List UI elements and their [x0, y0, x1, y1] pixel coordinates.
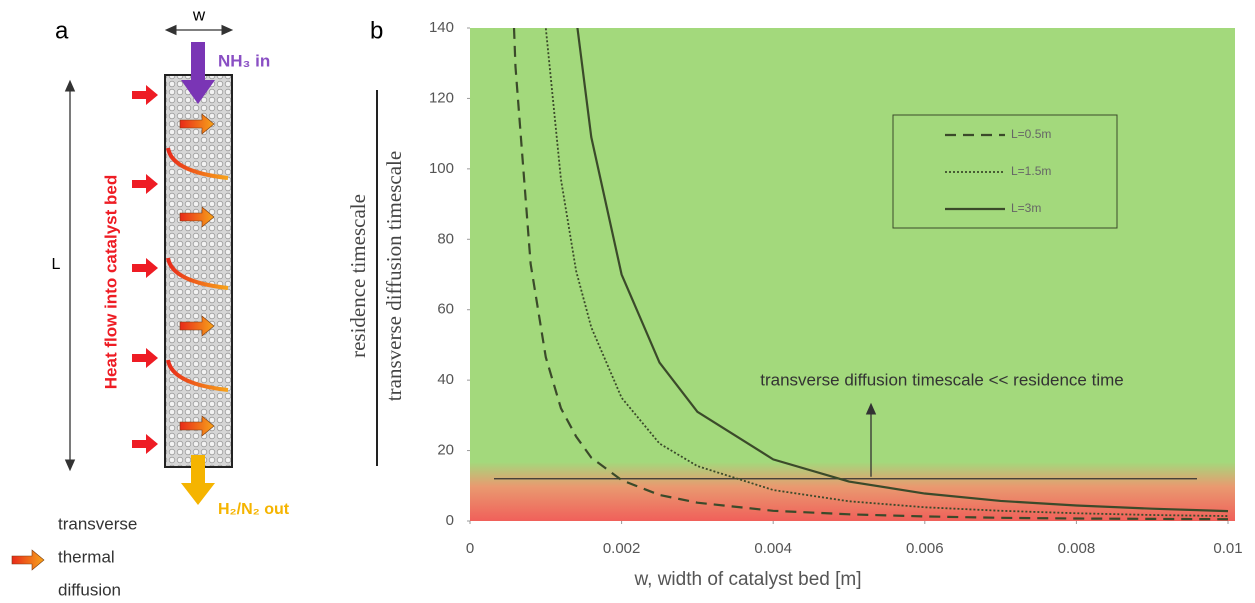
- heat-arrows: [132, 85, 158, 454]
- panel-b: b residence timescale transverse diffusi…: [346, 17, 1243, 590]
- y-tick-label: 140: [429, 19, 454, 36]
- legend-text: thermal: [58, 547, 115, 566]
- x-tick-label: 0.004: [754, 540, 792, 557]
- legend-text: diffusion: [58, 580, 121, 599]
- annotation: transverse diffusion timescale << reside…: [760, 370, 1123, 389]
- y-tick-label: 100: [429, 160, 454, 177]
- series-line: [512, 28, 1229, 521]
- y-tick-label: 120: [429, 89, 454, 106]
- heat-label: Heat flow into catalyst bed: [101, 175, 120, 389]
- x-tick-label: 0.008: [1058, 540, 1096, 557]
- y-tick-label: 20: [437, 442, 454, 459]
- y-tick-label: 80: [437, 230, 454, 247]
- legend-label: L=3m: [1011, 201, 1041, 215]
- y-axis-label: transverse diffusion timescale: [382, 151, 406, 401]
- panel-label: a: [55, 17, 69, 44]
- x-tick-label: 0.01: [1213, 540, 1242, 557]
- panel-a: a w L NH₃ in H₂/N₂ out Heat flow into ca…: [11, 5, 290, 599]
- series-line: [544, 28, 1229, 517]
- length-label: L: [52, 256, 61, 273]
- legend-arrow: [11, 549, 45, 571]
- y-tick-label: 60: [437, 301, 454, 318]
- legend-label: L=1.5m: [1011, 164, 1051, 178]
- inlet-label: NH₃ in: [218, 51, 270, 70]
- plot-background: [470, 28, 1235, 521]
- diffusion-arrows: [179, 113, 215, 437]
- x-tick-label: 0.006: [906, 540, 944, 557]
- legend-text: transverse: [58, 514, 137, 533]
- outlet-arrow: [181, 455, 215, 505]
- series-group: [512, 28, 1229, 521]
- panel-label: b: [370, 17, 383, 44]
- y-tick-label: 0: [446, 512, 454, 529]
- x-tick-label: 0: [466, 540, 474, 557]
- legend-label: L=0.5m: [1011, 127, 1051, 141]
- outlet-label: H₂/N₂ out: [218, 501, 290, 518]
- y-tick-label: 40: [437, 371, 454, 388]
- legend-box: [892, 114, 1118, 229]
- width-label: w: [192, 5, 206, 24]
- x-axis-label: w, width of catalyst bed [m]: [633, 569, 861, 590]
- y-axis-label: residence timescale: [346, 194, 370, 358]
- inlet-arrow: [181, 42, 215, 104]
- series-line: [576, 28, 1229, 513]
- x-tick-label: 0.002: [603, 540, 641, 557]
- heat-curves: [166, 147, 229, 392]
